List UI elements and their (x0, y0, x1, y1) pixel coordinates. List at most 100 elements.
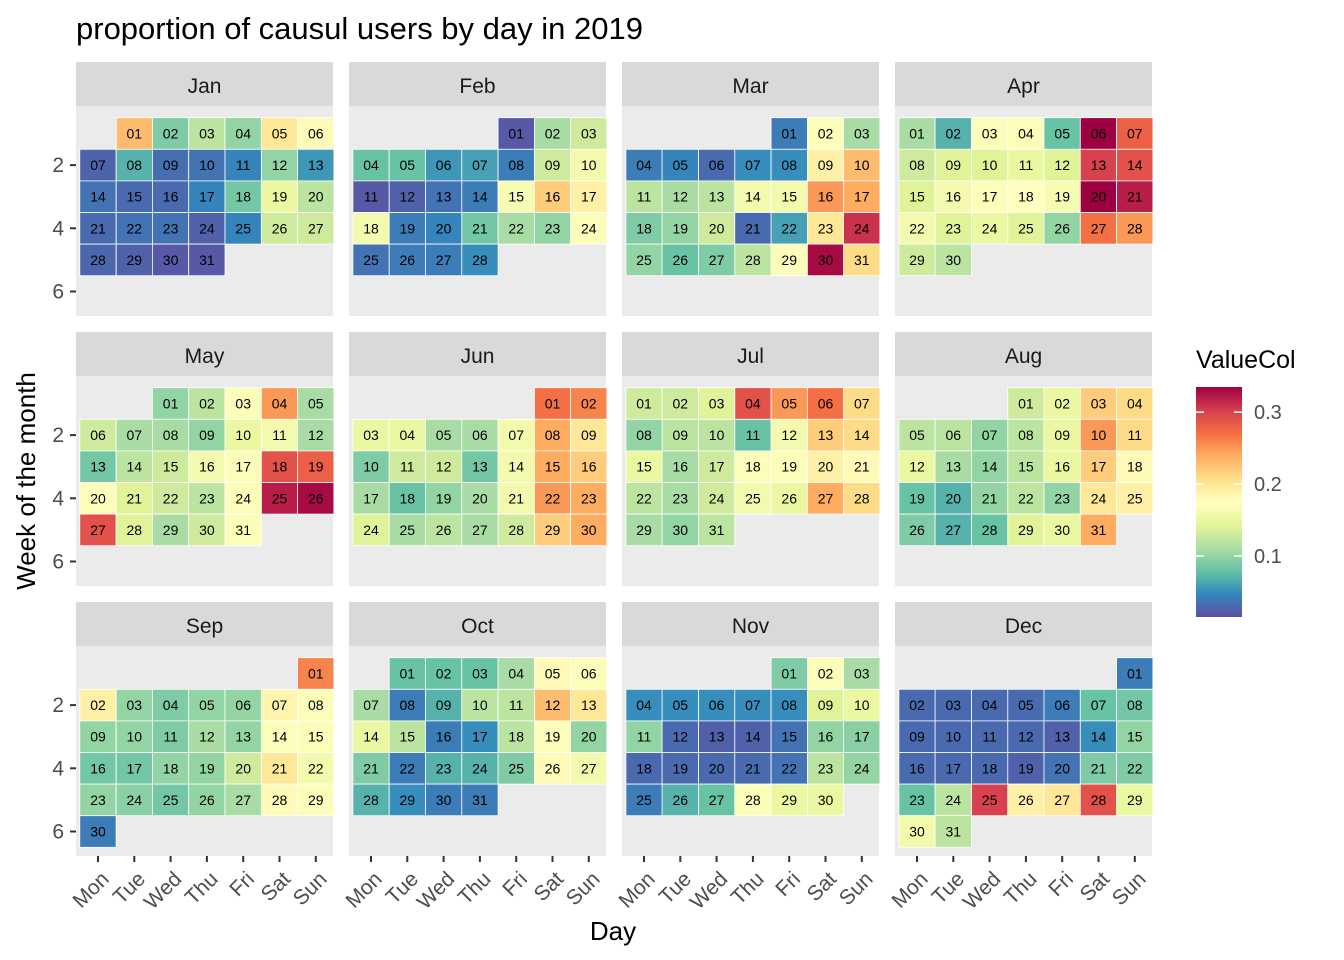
day-number: 22 (545, 490, 561, 506)
day-number: 26 (909, 522, 925, 538)
x-tick-label: Thu (1000, 867, 1042, 909)
day-number: 24 (581, 220, 597, 236)
legend-tick-label: 0.2 (1254, 474, 1282, 496)
day-number: 30 (818, 792, 834, 808)
legend-tick-label: 0.3 (1254, 402, 1282, 424)
day-cell (843, 688, 881, 722)
day-number: 16 (90, 760, 106, 776)
day-cell (1116, 450, 1154, 483)
day-number: 11 (509, 697, 524, 713)
day-cell (461, 783, 499, 817)
day-number: 02 (163, 126, 179, 142)
day-number: 20 (308, 189, 324, 205)
day-cell (625, 148, 663, 182)
day-number: 08 (781, 157, 797, 173)
day-number: 15 (1018, 459, 1034, 475)
day-number: 23 (818, 220, 834, 236)
day-cell (1043, 688, 1081, 722)
day-cell (388, 243, 426, 277)
day-cell (734, 688, 772, 722)
day-cell (570, 513, 608, 547)
day-number: 15 (508, 189, 524, 205)
strip-background (895, 602, 1152, 646)
day-cell (570, 148, 608, 182)
day-cell (843, 752, 881, 785)
day-number: 23 (436, 760, 452, 776)
x-tick-label: Wed (959, 867, 1006, 914)
day-number: 02 (90, 697, 106, 713)
x-tick-label: Sat (803, 867, 842, 906)
day-cell (807, 418, 845, 452)
day-number: 16 (581, 459, 597, 475)
day-cell (807, 783, 845, 817)
day-cell (188, 720, 226, 753)
day-number: 04 (745, 396, 761, 412)
day-number: 10 (854, 697, 870, 713)
day-number: 10 (235, 427, 251, 443)
month-label: Mar (732, 75, 768, 98)
day-number: 18 (508, 729, 524, 745)
day-cell (297, 688, 335, 722)
day-cell (461, 212, 499, 245)
day-cell (388, 783, 426, 817)
day-cell (115, 482, 153, 515)
day-cell (224, 688, 262, 722)
day-cell (1007, 482, 1045, 515)
day-number: 19 (272, 189, 288, 205)
day-cell (224, 180, 262, 213)
x-tick-label: Sun (1108, 867, 1151, 910)
x-tick-label: Thu (181, 867, 223, 909)
day-number: 28 (127, 522, 143, 538)
x-tick-label: Fri (771, 867, 805, 901)
day-cell (115, 783, 153, 817)
day-number: 02 (673, 396, 689, 412)
day-number: 06 (946, 427, 962, 443)
day-number: 13 (581, 697, 597, 713)
day-number: 12 (781, 427, 797, 443)
day-cell (1007, 117, 1045, 150)
day-cell (534, 720, 572, 753)
day-number: 13 (1091, 157, 1107, 173)
day-number: 07 (508, 427, 524, 443)
day-number: 10 (709, 427, 725, 443)
day-number: 23 (199, 490, 215, 506)
day-cell (497, 657, 535, 690)
day-cell (188, 180, 226, 213)
day-number: 01 (1018, 396, 1034, 412)
day-number: 14 (363, 729, 379, 745)
day-number: 07 (472, 157, 488, 173)
day-number: 23 (581, 490, 597, 506)
day-number: 11 (637, 729, 652, 745)
day-number: 27 (946, 522, 962, 538)
day-number: 06 (472, 427, 488, 443)
day-cell (1043, 752, 1081, 785)
day-number: 30 (946, 252, 962, 268)
day-number: 06 (1091, 126, 1107, 142)
day-number: 18 (1018, 189, 1034, 205)
day-cell (497, 450, 535, 483)
day-number: 23 (545, 220, 561, 236)
day-number: 16 (436, 729, 452, 745)
day-number: 26 (272, 220, 288, 236)
day-number: 03 (1091, 396, 1107, 412)
day-cell (497, 212, 535, 245)
day-cell (461, 148, 499, 182)
day-number: 06 (1054, 697, 1070, 713)
day-cell (1079, 752, 1118, 785)
day-number: 20 (1054, 760, 1070, 776)
day-cell (260, 148, 299, 182)
day-number: 12 (1054, 157, 1070, 173)
day-cell (1079, 148, 1118, 182)
day-number: 12 (400, 189, 416, 205)
month-panel-oct: Oct 01 02 03 04 05 06 07 08 09 10 11 12 13 14 15 16 17 18 1… (342, 602, 608, 914)
day-cell (807, 243, 845, 277)
color-legend: ValueCol 0.1 0.2 0.3 (1196, 346, 1296, 617)
day-number: 04 (636, 697, 652, 713)
day-number: 11 (1019, 157, 1034, 173)
day-number: 15 (400, 729, 416, 745)
day-number: 31 (854, 252, 870, 268)
day-number: 16 (818, 189, 834, 205)
day-number: 24 (854, 220, 870, 236)
day-number: 10 (363, 459, 379, 475)
day-number: 24 (472, 760, 488, 776)
